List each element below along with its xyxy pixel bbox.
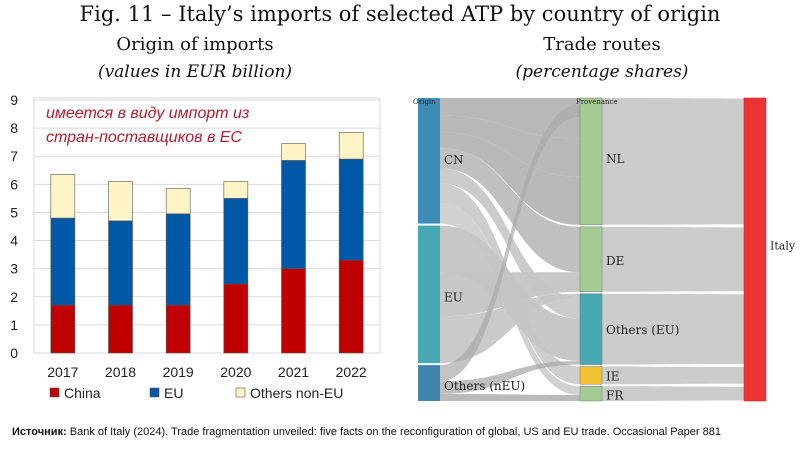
bar-segment (281, 268, 306, 354)
flow-to-italy (602, 366, 744, 385)
x-tick-label: 2020 (220, 364, 251, 380)
y-tick-label: 4 (10, 233, 18, 249)
left-panel-title: Origin of imports (116, 34, 274, 55)
provenance-label: Others (EU) (606, 323, 679, 337)
legend-label: Others non-EU (250, 385, 343, 401)
provenance-label: DE (606, 254, 624, 268)
source-text: Bank of Italy (2024). Trade fragmentatio… (69, 426, 721, 438)
trade-routes-sankey: Origin Provenance CN EU Others (nEU) NL DE Othe… (413, 97, 796, 402)
y-tick-label: 5 (10, 204, 18, 220)
target-label: Italy (770, 240, 796, 253)
bar-segment (165, 188, 191, 215)
flow-origin-to-provenance (440, 148, 580, 273)
right-panel-title: Trade routes (543, 34, 661, 55)
y-tick-label: 7 (10, 148, 18, 164)
origin-label: EU (444, 291, 463, 305)
italy-node (743, 97, 767, 402)
provenance-label: NL (606, 152, 625, 166)
left-panel-subtitle: (values in EUR billion) (97, 62, 293, 82)
stage-label-origin: Origin (413, 98, 436, 106)
bar-segment (281, 160, 306, 269)
flow-to-italy (602, 226, 744, 292)
provenance-node (579, 293, 603, 365)
figure-title: Fig. 11 – Italy’s imports of selected AT… (79, 2, 721, 26)
flow-origin-to-provenance (440, 361, 580, 394)
origin-label: Others (nEU) (444, 379, 525, 393)
y-tick-label: 6 (10, 176, 18, 192)
stage-label-provenance: Provenance (576, 98, 618, 106)
bar-segment (338, 259, 364, 354)
bar-segment (50, 304, 76, 354)
y-tick-label: 2 (10, 289, 18, 305)
bar-segment (223, 181, 249, 199)
legend-label: EU (164, 385, 183, 401)
provenance-node (579, 366, 603, 385)
y-tick-label: 3 (10, 261, 18, 277)
bar-segment (223, 198, 249, 285)
bar-segment (108, 181, 133, 222)
legend-label: China (64, 385, 101, 401)
x-tick-label: 2017 (47, 364, 78, 380)
bar-segment (50, 174, 76, 219)
bar-segment (281, 143, 306, 161)
source-note: Источник: Bank of Italy (2024). Trade fr… (12, 426, 721, 438)
provenance-label: FR (606, 388, 624, 402)
chart-annotation: стран-поставщиков в ЕС (46, 129, 242, 146)
bar-segment (338, 132, 364, 160)
flow-origin-to-provenance (440, 272, 580, 317)
flow-to-italy (602, 98, 744, 225)
x-tick-label: 2022 (336, 364, 367, 380)
y-tick-label: 8 (10, 120, 18, 136)
provenance-node (579, 386, 603, 402)
legend-swatch (235, 387, 246, 398)
chart-annotation: имеется в виду импорт из (46, 105, 249, 122)
bar-segment (108, 304, 133, 354)
origin-node (418, 98, 440, 224)
flow-origin-to-provenance (440, 98, 580, 139)
bar-segment (223, 283, 249, 354)
flow-origin-to-provenance (440, 393, 580, 401)
source-label: Источник: (12, 426, 67, 438)
x-tick-label: 2018 (105, 364, 136, 380)
y-tick-label: 9 (10, 92, 18, 108)
provenance-node (579, 97, 603, 226)
flow-to-italy (602, 293, 744, 365)
bar-segment (338, 158, 364, 261)
right-panel-subtitle: (percentage shares) (515, 62, 689, 82)
y-tick-label: 1 (10, 317, 18, 333)
origin-node (418, 365, 440, 401)
legend-swatch (149, 387, 160, 398)
imports-bar-chart: 0 1 2 3 4 5 6 7 8 9 2017 2018 2019 2020 2021 2022 имеетс… (10, 92, 381, 401)
origin-label: CN (444, 153, 464, 167)
flow-origin-to-provenance (440, 131, 580, 225)
y-tick-label: 0 (10, 345, 18, 361)
origin-node (418, 225, 440, 364)
x-tick-label: 2021 (278, 364, 309, 380)
provenance-node (579, 226, 603, 293)
flow-to-italy (602, 386, 744, 401)
bar-segment (165, 304, 191, 354)
provenance-label: IE (606, 370, 620, 384)
bar-segment (108, 220, 133, 306)
flow-origin-to-provenance (440, 104, 580, 382)
bar-segment (165, 213, 191, 306)
flow-origin-to-provenance (440, 115, 580, 177)
x-tick-label: 2019 (163, 364, 194, 380)
bar-segment (50, 217, 76, 306)
legend-swatch (49, 387, 60, 398)
